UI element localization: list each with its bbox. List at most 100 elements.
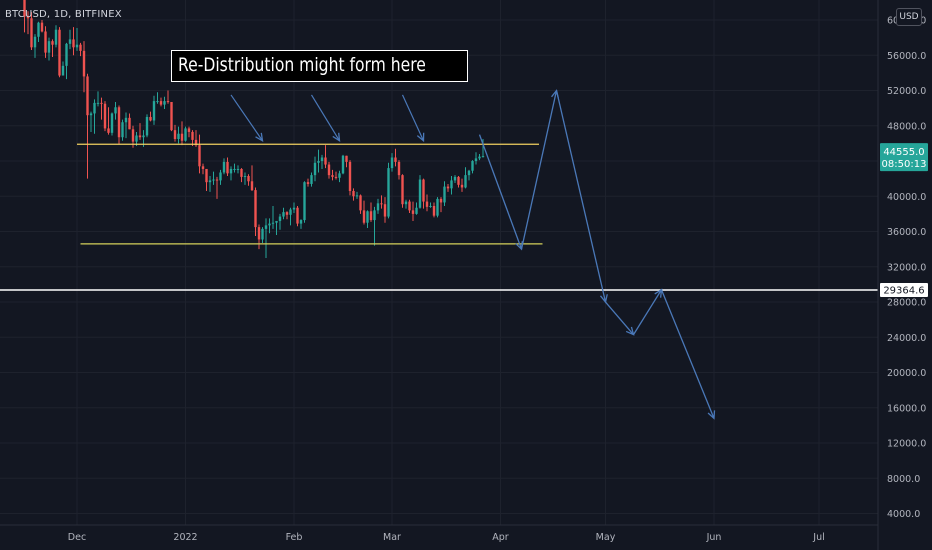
countdown-label: 08:50:13 bbox=[882, 159, 927, 170]
projection-segment bbox=[632, 289, 663, 335]
candle-body bbox=[222, 161, 226, 173]
price-tick-label: 56000.0 bbox=[887, 51, 926, 62]
time-tick-label: Feb bbox=[286, 532, 303, 543]
candle-body bbox=[184, 128, 187, 141]
candle-body bbox=[250, 181, 254, 191]
candle-body bbox=[467, 170, 471, 176]
candle-body bbox=[205, 168, 208, 183]
candle-body bbox=[23, 0, 26, 17]
candle-body bbox=[436, 198, 439, 216]
candle-body bbox=[54, 29, 58, 45]
candle-body bbox=[429, 205, 432, 207]
candle-body bbox=[471, 161, 474, 171]
price-tick-label: 52000.0 bbox=[887, 86, 926, 97]
candle-body bbox=[68, 39, 72, 44]
candle-body bbox=[58, 29, 61, 76]
candle-body bbox=[464, 175, 467, 188]
candle-body bbox=[285, 212, 289, 215]
candle-body bbox=[159, 101, 163, 105]
candle-body bbox=[432, 205, 436, 216]
annotation-box[interactable]: Re-Distribution might form here bbox=[171, 50, 468, 82]
candle-body bbox=[219, 172, 222, 181]
candle-body bbox=[390, 157, 394, 169]
currency-button[interactable]: USD bbox=[896, 8, 922, 26]
candle-body bbox=[261, 228, 264, 240]
candle-body bbox=[72, 39, 75, 48]
candle-body bbox=[156, 101, 159, 103]
candle-body bbox=[306, 182, 310, 184]
candle-body bbox=[341, 155, 345, 174]
candle-body bbox=[142, 135, 145, 138]
candle-body bbox=[247, 176, 250, 182]
candle-body bbox=[369, 211, 373, 221]
time-tick-label: Jun bbox=[706, 532, 722, 543]
candle-body bbox=[26, 16, 30, 19]
candle-body bbox=[198, 145, 201, 167]
annotation-text: Re-Distribution might form here bbox=[178, 54, 426, 76]
candle-body bbox=[89, 113, 93, 116]
candle-body bbox=[152, 101, 156, 121]
callout-pointer bbox=[401, 94, 425, 142]
candle-body bbox=[453, 176, 457, 181]
candle-body bbox=[75, 44, 79, 48]
time-tick-label: May bbox=[596, 532, 616, 543]
candle-body bbox=[240, 168, 243, 177]
candle-body bbox=[226, 161, 229, 174]
price-axis[interactable]: 4000.0 8000.0 12000.0 16000.0 20000.0 24000.0… bbox=[877, 0, 926, 550]
candle-body bbox=[373, 210, 376, 221]
candle-body bbox=[362, 210, 366, 223]
candle-body bbox=[51, 41, 54, 45]
candle-body bbox=[212, 179, 215, 181]
price-tick-label: 24000.0 bbox=[887, 333, 926, 344]
candle-body bbox=[65, 43, 68, 66]
candle-body bbox=[345, 155, 348, 162]
candle-body bbox=[450, 180, 453, 189]
candle-body bbox=[296, 207, 299, 224]
candle-body bbox=[397, 161, 401, 176]
candle-body bbox=[163, 101, 166, 105]
candle-body bbox=[191, 131, 194, 140]
time-axis[interactable]: Dec 2022 Feb Mar Apr May Jun Jul bbox=[0, 524, 878, 543]
candle-body bbox=[415, 207, 418, 214]
time-tick-label: 2022 bbox=[173, 532, 197, 543]
candle-body bbox=[275, 220, 278, 223]
candle-body bbox=[303, 182, 306, 221]
candle-body bbox=[425, 201, 429, 207]
candle-body bbox=[201, 166, 205, 169]
candle-body bbox=[107, 128, 110, 133]
candle-body bbox=[313, 162, 317, 176]
candle-body bbox=[352, 190, 355, 197]
candle-body bbox=[324, 157, 327, 165]
candle-body bbox=[166, 101, 170, 103]
candle-body bbox=[411, 210, 415, 214]
candle-body bbox=[268, 223, 271, 226]
candle-body bbox=[394, 157, 397, 162]
candle-body bbox=[331, 175, 334, 177]
candle-body bbox=[292, 207, 296, 210]
drawn-lines bbox=[0, 143, 878, 291]
time-tick-label: Dec bbox=[68, 532, 86, 543]
candle-body bbox=[376, 203, 380, 211]
price-tick-label: 40000.0 bbox=[887, 192, 926, 203]
candle-body bbox=[264, 225, 268, 229]
candle-body bbox=[460, 184, 464, 188]
candlestick-series bbox=[23, 0, 485, 258]
candle-body bbox=[327, 164, 331, 176]
current-price-badge bbox=[880, 143, 928, 172]
level-price-badge bbox=[880, 283, 928, 298]
candle-body bbox=[93, 102, 96, 114]
candle-body bbox=[79, 44, 82, 51]
projection-segment bbox=[605, 301, 634, 336]
candle-body bbox=[366, 211, 369, 223]
candle-body bbox=[446, 186, 450, 189]
candle-body bbox=[100, 102, 103, 104]
candle-body bbox=[208, 180, 212, 183]
candle-body bbox=[478, 156, 481, 159]
candle-body bbox=[170, 101, 173, 131]
candle-body bbox=[138, 135, 142, 138]
candle-body bbox=[282, 212, 285, 217]
candle-body bbox=[401, 175, 404, 205]
candle-body bbox=[422, 179, 425, 202]
